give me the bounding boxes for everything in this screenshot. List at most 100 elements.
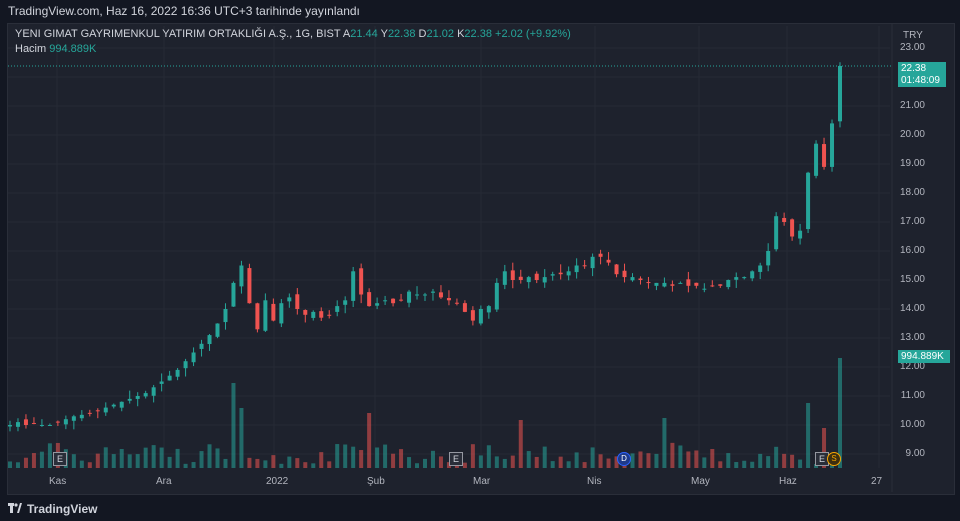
volume-bar [295, 458, 300, 468]
candle-body [71, 416, 76, 421]
candle-body [239, 265, 244, 287]
tradingview-logo-icon [8, 503, 22, 513]
volume-bar [39, 451, 44, 468]
last-volume-label: 994.889K [898, 350, 950, 363]
volume-bar [327, 461, 332, 468]
earnings-event-icon[interactable]: E [53, 452, 67, 466]
volume-bar [383, 444, 388, 468]
candle-body [279, 303, 284, 324]
price-tick-label: 18.00 [899, 187, 925, 198]
candle-body [23, 419, 28, 425]
volume-bar [119, 449, 124, 468]
volume-bar [215, 448, 220, 468]
volume-bar [566, 461, 571, 468]
volume-bar [135, 454, 140, 468]
bar-countdown: 01:48:09 [901, 75, 940, 86]
price-tick-label: 21.00 [899, 100, 925, 111]
candle-body [606, 259, 611, 263]
volume-value: 994.889K [49, 43, 97, 55]
brand-name: TradingView [27, 502, 98, 516]
volume-bar [415, 463, 420, 468]
publish-bar: TradingView.com, Haz 16, 2022 16:36 UTC+… [0, 0, 960, 22]
volume-bar [590, 447, 595, 468]
candle-body [822, 144, 827, 167]
candle-body [143, 393, 148, 397]
volume-bar [502, 458, 507, 468]
high-value: 22.38 [387, 28, 416, 40]
price-tick-label: 17.00 [899, 216, 925, 227]
volume-bar [407, 457, 412, 468]
candle-body [151, 387, 156, 396]
volume-bar [550, 461, 555, 468]
volume-bar [462, 462, 467, 468]
volume-bar [231, 383, 236, 468]
close-label: K [457, 28, 465, 40]
volume-bar [151, 445, 156, 468]
time-tick-label: Haz [779, 476, 797, 487]
volume-bar [183, 463, 188, 468]
candle-body [694, 282, 699, 286]
volume-bar [766, 456, 771, 468]
low-value: 21.02 [426, 28, 455, 40]
low-label: D [418, 28, 427, 40]
volume-bar [319, 452, 324, 468]
candle-body [375, 303, 380, 306]
candle-body [518, 276, 523, 280]
volume-bar [127, 454, 132, 468]
volume-bar [31, 453, 36, 468]
candle-body [654, 282, 659, 286]
candle-body [590, 256, 595, 269]
currency-label: TRY [903, 30, 923, 41]
candle-body [103, 407, 108, 413]
candle-body [686, 279, 691, 286]
candle-body [446, 298, 451, 301]
candle-body [598, 253, 603, 257]
earnings-event-icon[interactable]: E [449, 452, 463, 466]
candle-body [574, 265, 579, 273]
candle-body [255, 303, 260, 330]
volume-bar [239, 408, 244, 468]
volume-bar [271, 455, 276, 468]
candle-body [550, 274, 555, 276]
volume-bar [494, 456, 499, 468]
volume-bar [534, 456, 539, 468]
candle-body [223, 309, 228, 323]
time-tick-label: Mar [473, 476, 491, 487]
volume-bar [598, 454, 603, 468]
volume-bar [734, 462, 739, 468]
time-tick-label: Şub [367, 476, 385, 487]
volume-bar [167, 456, 172, 468]
volume-bar [654, 453, 659, 468]
candle-body [838, 65, 842, 122]
volume-bar [782, 453, 787, 468]
candle-body [430, 291, 435, 293]
candle-body [734, 277, 739, 280]
candle-body [111, 404, 116, 407]
volume-bar [367, 413, 372, 468]
time-tick-label: 2022 [266, 476, 289, 487]
dividend-event-icon[interactable]: D [617, 452, 631, 466]
open-value: 21.44 [350, 28, 378, 40]
volume-bar [542, 446, 547, 468]
candle-body [494, 282, 499, 310]
candle-body [31, 422, 36, 424]
split-event-icon[interactable]: S [827, 452, 841, 466]
volume-bar [8, 461, 12, 468]
volume-bar [774, 446, 779, 468]
volume-bar [343, 444, 348, 468]
candle-body [534, 273, 539, 280]
volume-bar [391, 453, 396, 468]
candle-body [558, 272, 563, 275]
volume-bar [255, 458, 260, 468]
candle-body [263, 300, 268, 331]
volume-bar [694, 450, 699, 468]
volume-bar [478, 455, 483, 468]
publish-info: TradingView.com, Haz 16, 2022 16:36 UTC+… [8, 4, 360, 18]
last-price-label: 22.38 01:48:09 [898, 62, 946, 87]
candle-body [478, 309, 483, 324]
candle-body [646, 282, 651, 284]
price-tick-label: 9.00 [905, 448, 925, 459]
candle-body [742, 277, 747, 279]
candle-body [231, 282, 236, 307]
